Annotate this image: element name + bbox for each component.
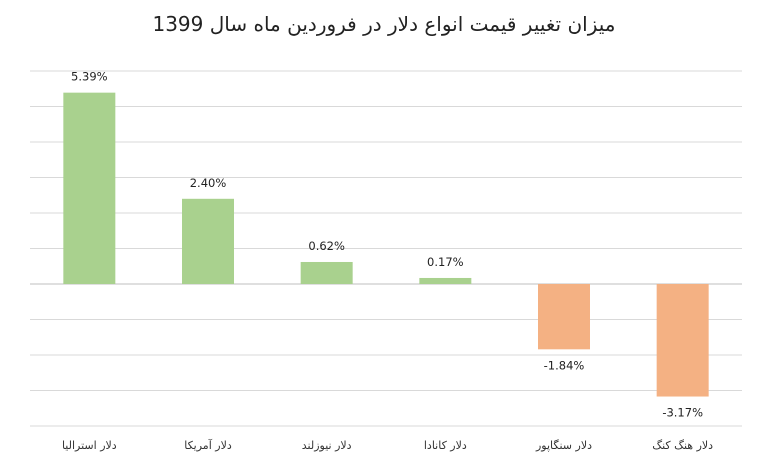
- data-label: 0.62%: [308, 239, 345, 253]
- category-labels: دلار استرالیا دلار آمریکا دلار نیوزلند دلار…: [62, 438, 713, 452]
- category-label: دلار سنگاپور: [535, 439, 592, 452]
- data-label: -1.84%: [544, 358, 585, 372]
- category-label: دلار کانادا: [424, 439, 467, 452]
- bars: [63, 92, 709, 397]
- category-label: دلار نیوزلند: [302, 439, 352, 452]
- bar: [656, 284, 709, 397]
- data-labels: 5.39% 2.40% 0.62% 0.17% -1.84% -3.17%: [71, 70, 703, 420]
- data-label: -3.17%: [662, 406, 703, 420]
- data-label: 0.17%: [427, 255, 464, 269]
- gridlines: [30, 70, 742, 427]
- bar: [538, 284, 590, 350]
- bar: [419, 277, 472, 284]
- bar: [300, 261, 353, 284]
- bar: [182, 198, 234, 284]
- data-label: 5.39%: [71, 70, 108, 84]
- category-label: دلار استرالیا: [62, 439, 117, 452]
- category-label: دلار هنگ کنگ: [652, 439, 713, 452]
- data-label: 2.40%: [190, 176, 227, 190]
- bar: [63, 92, 116, 284]
- category-label: دلار آمریکا: [184, 438, 232, 452]
- chart-title: میزان تغییر قیمت انواع دلار در فروردین م…: [152, 12, 616, 36]
